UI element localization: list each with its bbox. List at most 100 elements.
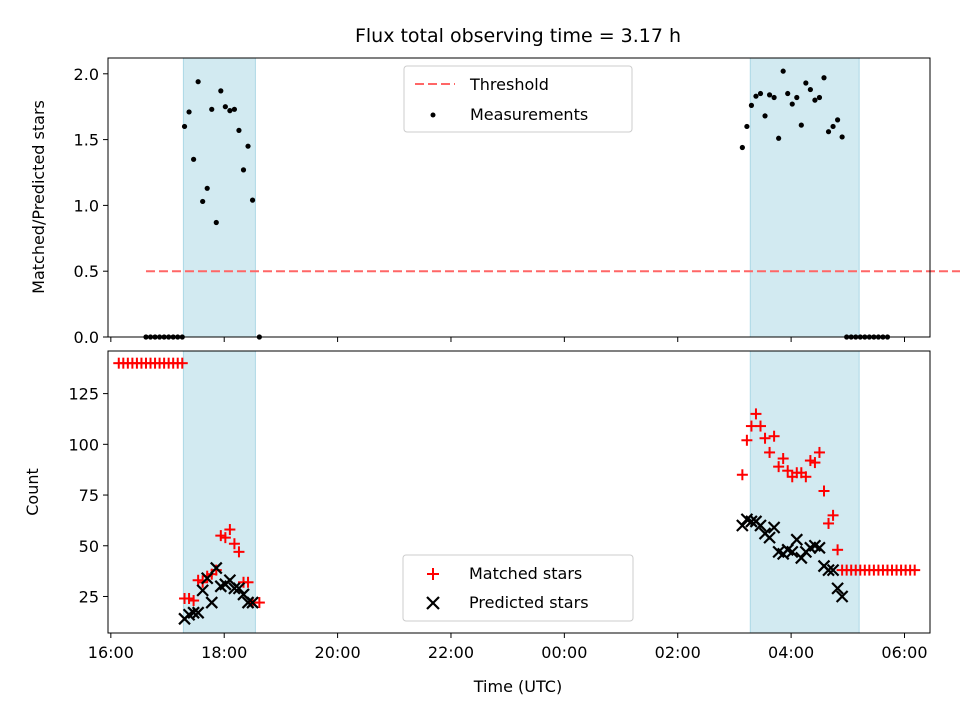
measurement-point xyxy=(236,127,242,133)
predicted-star-point xyxy=(767,521,781,534)
predicted-star-point xyxy=(754,519,767,532)
x-tick-label: 18:00 xyxy=(201,643,247,662)
top-shaded-intervals xyxy=(182,57,860,338)
bottom-plot-frame xyxy=(107,350,931,634)
measurement-point xyxy=(825,129,832,135)
measurement-point xyxy=(249,197,256,203)
predicted-star-point xyxy=(785,545,799,559)
bottom-y-axis-label: Count xyxy=(23,468,42,516)
measurement-point xyxy=(807,86,813,93)
bottom-y-tick-label: 100 xyxy=(68,435,99,454)
predicted-star-point xyxy=(191,606,205,619)
top-shaded-interval-0 xyxy=(182,57,256,338)
top-y-tick-label: 2.0 xyxy=(74,65,99,84)
matched-star-point xyxy=(827,509,839,521)
legend-matched-label: Matched stars xyxy=(469,564,582,583)
measurement-point xyxy=(240,167,247,173)
predicted-star-point xyxy=(228,582,241,595)
matched-star-point xyxy=(233,546,245,558)
top-plot-frame xyxy=(107,57,931,338)
top-y-axis: 0.0 0.5 1.0 1.5 2.0 xyxy=(74,65,108,347)
top-y-tick-label: 1.0 xyxy=(74,196,99,215)
matched-star-point xyxy=(809,457,821,469)
predicted-stars-points xyxy=(178,513,849,626)
bottom-y-axis: 25 50 75 100 125 xyxy=(68,385,108,606)
measurement-point xyxy=(816,94,823,101)
bottom-legend-box xyxy=(402,554,634,622)
measurement-point xyxy=(245,143,251,149)
bottom-legend: Matched stars Predicted stars xyxy=(402,554,634,622)
top-y-axis-label: Matched/Predicted stars xyxy=(29,100,48,294)
bottom-y-tick-label: 50 xyxy=(79,537,99,556)
predicted-star-point xyxy=(813,541,826,555)
measurement-point xyxy=(739,144,745,151)
legend-predicted-swatch xyxy=(426,596,440,610)
x-tick-label: 02:00 xyxy=(655,643,701,662)
predicted-star-point xyxy=(246,596,259,609)
predicted-star-point xyxy=(835,590,849,603)
matched-stars-points xyxy=(113,357,921,609)
measurement-point xyxy=(771,94,777,101)
x-tick-label: 06:00 xyxy=(881,643,927,662)
x-tick-label: 16:00 xyxy=(88,643,134,662)
legend-threshold-label: Threshold xyxy=(469,75,549,94)
top-measurement-points xyxy=(143,68,891,340)
measurement-point xyxy=(222,104,228,110)
matched-star-point xyxy=(224,524,236,536)
matched-star-point xyxy=(773,461,785,473)
measurement-point xyxy=(209,106,215,112)
matched-star-point xyxy=(782,465,794,477)
matched-star-point xyxy=(823,517,835,529)
top-legend: Threshold Measurements xyxy=(403,65,633,133)
measurement-point xyxy=(762,113,768,119)
matched-star-point xyxy=(754,420,766,432)
matched-star-point xyxy=(242,576,254,588)
predicted-star-point xyxy=(745,515,758,528)
top-y-tick-label: 0.0 xyxy=(74,328,99,347)
predicted-star-point xyxy=(822,563,835,577)
predicted-star-point xyxy=(200,571,214,585)
predicted-star-point xyxy=(763,531,776,544)
matched-star-point xyxy=(228,538,240,550)
bottom-y-tick-label: 75 xyxy=(79,486,99,505)
measurement-point xyxy=(186,109,192,115)
matched-star-point xyxy=(909,564,921,576)
bottom-shaded-interval-1 xyxy=(749,350,860,634)
measurement-point xyxy=(812,97,818,103)
top-y-tick-label: 0.5 xyxy=(74,262,99,281)
matched-star-point xyxy=(818,485,830,497)
predicted-star-point xyxy=(196,584,209,597)
bottom-x-axis: 16:00 18:00 20:00 22:00 00:00 02:00 04:00 06:00 xyxy=(88,633,928,662)
matched-star-point xyxy=(219,532,231,544)
measurement-point xyxy=(181,123,188,130)
matched-star-point xyxy=(764,446,776,458)
measurement-point xyxy=(191,156,197,162)
measurement-point xyxy=(839,134,845,140)
top-legend-box xyxy=(403,65,633,133)
measurement-point xyxy=(789,101,795,107)
legend-measurements-swatch xyxy=(430,112,436,118)
predicted-star-point xyxy=(790,533,804,546)
predicted-star-point xyxy=(205,596,219,609)
measurement-point xyxy=(794,94,800,101)
x-axis-label: Time (UTC) xyxy=(473,677,562,696)
legend-measurements-label: Measurements xyxy=(470,105,588,124)
chart-title: Flux total observing time = 3.17 h xyxy=(355,25,681,47)
measurement-point xyxy=(231,106,238,112)
measurement-point xyxy=(766,92,773,98)
bottom-y-tick-label: 25 xyxy=(79,587,99,606)
measurement-point xyxy=(748,102,755,108)
measurement-point xyxy=(785,90,791,97)
measurement-point xyxy=(218,88,224,94)
predicted-star-point xyxy=(831,582,844,595)
matched-star-point xyxy=(188,595,200,607)
predicted-star-point xyxy=(241,596,255,609)
measurement-point xyxy=(204,185,210,191)
measurement-point xyxy=(213,219,219,226)
measurement-point xyxy=(821,75,827,81)
bottom-y-tick-label: 125 xyxy=(68,385,99,404)
measurement-point xyxy=(227,108,233,114)
matched-star-point xyxy=(832,544,844,556)
matched-star-point xyxy=(777,453,789,465)
